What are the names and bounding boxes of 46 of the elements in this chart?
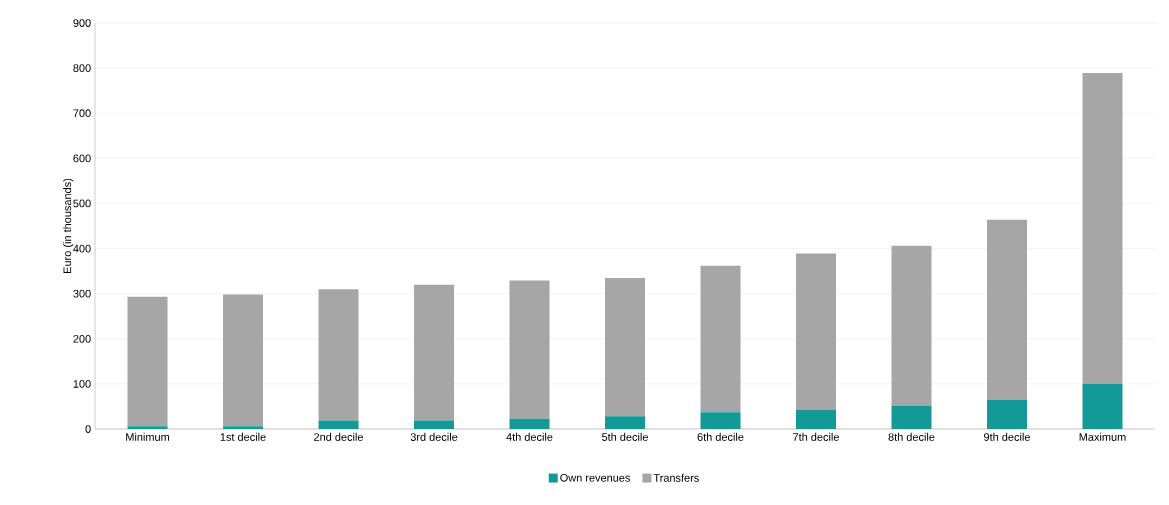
bar — [414, 284, 455, 421]
y-tick-label: 300 — [73, 289, 91, 298]
bar — [987, 399, 1027, 429]
bar — [796, 410, 837, 429]
y-tick-label: 700 — [73, 109, 91, 118]
bar — [700, 265, 741, 413]
y-tick-label: 900 — [73, 19, 91, 27]
y-tick-label: 100 — [73, 380, 91, 388]
bar — [223, 294, 264, 427]
y-tick-label: 500 — [73, 199, 91, 208]
bar — [605, 277, 646, 417]
bar — [414, 420, 455, 429]
x-tick-label: Minimum — [126, 432, 170, 441]
bar — [605, 416, 646, 429]
x-tick-label: 2nd decile — [314, 432, 363, 441]
legend-label: Own revenues — [560, 473, 630, 482]
legend-label: Transfers — [653, 473, 699, 482]
x-tick-label: 5th decile — [601, 432, 648, 441]
bar — [700, 412, 741, 429]
x-tick-label: 7th decile — [793, 432, 839, 441]
bar — [796, 253, 837, 411]
bar — [223, 426, 264, 429]
bar — [509, 418, 550, 429]
y-tick-label: 800 — [73, 64, 91, 72]
x-tick-label: 3rd decile — [410, 432, 458, 441]
bar — [1082, 383, 1123, 429]
y-tick-label: 400 — [73, 244, 91, 253]
x-tick-label: Maximum — [1079, 432, 1126, 441]
bar — [891, 405, 932, 429]
y-tick-label: 200 — [73, 334, 91, 343]
x-tick-label: 8th decile — [888, 432, 935, 441]
bar — [318, 420, 359, 429]
y-tick-label: 0 — [85, 425, 91, 433]
x-tick-label: 4th decile — [506, 432, 553, 441]
bar — [318, 289, 359, 421]
x-tick-label: 6th decile — [697, 432, 744, 441]
bar — [1082, 73, 1123, 384]
bar — [891, 245, 932, 406]
bar — [127, 426, 168, 429]
bar — [509, 280, 550, 419]
bar — [127, 296, 168, 427]
x-tick-label: 9th decile — [984, 432, 1030, 441]
x-tick-label: 1st decile — [220, 432, 266, 441]
y-axis-title: Euro (in thousands) — [63, 178, 74, 273]
bar — [987, 219, 1027, 400]
y-tick-label: 600 — [73, 154, 91, 163]
